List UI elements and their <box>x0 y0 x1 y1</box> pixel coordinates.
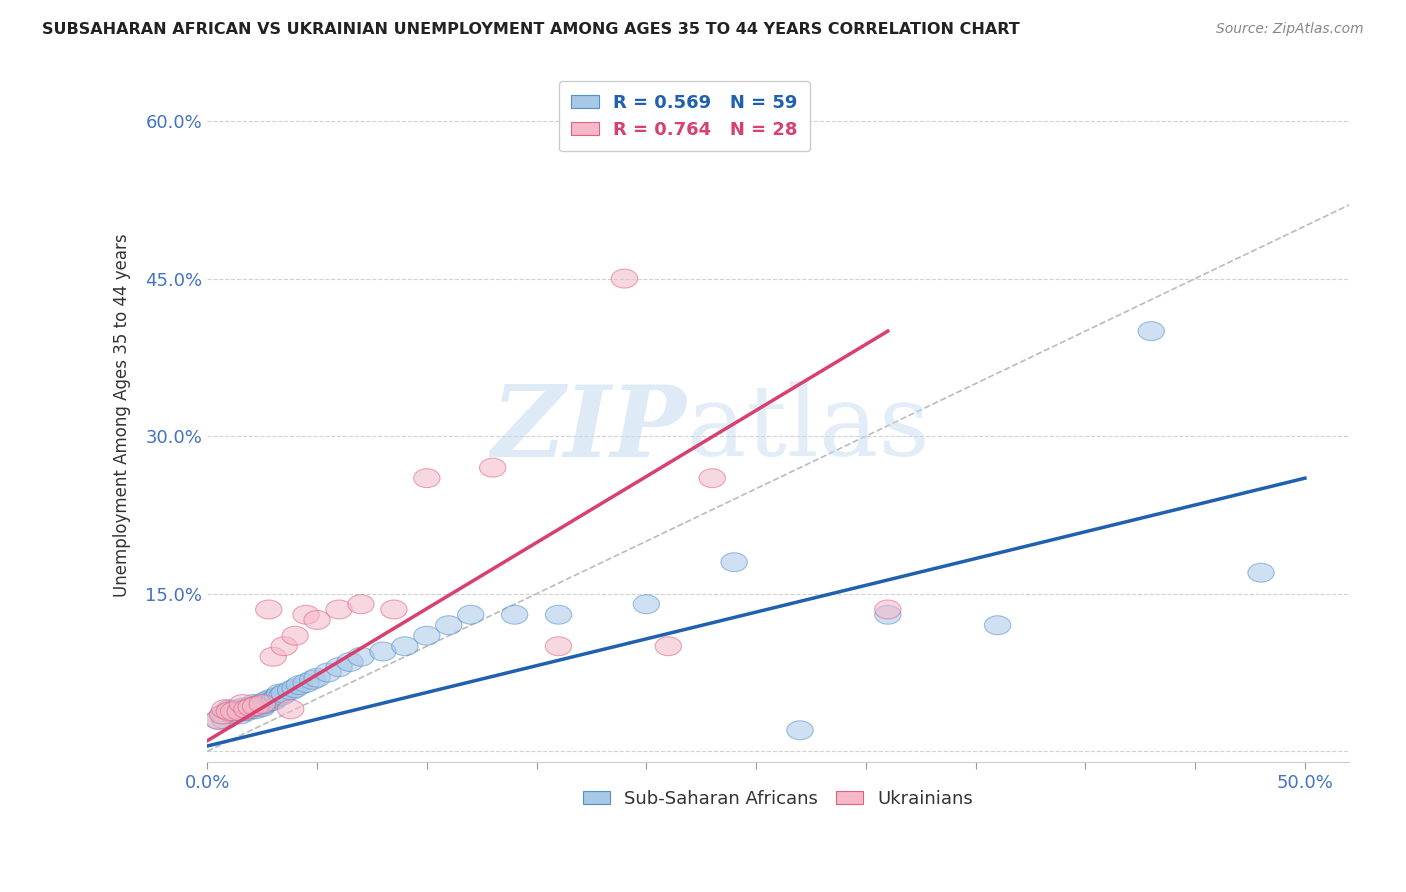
Ellipse shape <box>392 637 418 656</box>
Ellipse shape <box>875 606 901 624</box>
Ellipse shape <box>256 600 283 619</box>
Ellipse shape <box>271 684 297 703</box>
Ellipse shape <box>260 648 287 666</box>
Ellipse shape <box>238 698 264 716</box>
Ellipse shape <box>347 595 374 614</box>
Ellipse shape <box>787 721 813 739</box>
Ellipse shape <box>287 675 312 695</box>
Text: SUBSAHARAN AFRICAN VS UKRAINIAN UNEMPLOYMENT AMONG AGES 35 TO 44 YEARS CORRELATI: SUBSAHARAN AFRICAN VS UKRAINIAN UNEMPLOY… <box>42 22 1019 37</box>
Ellipse shape <box>546 606 572 624</box>
Ellipse shape <box>1137 322 1164 341</box>
Ellipse shape <box>217 702 242 721</box>
Ellipse shape <box>277 700 304 719</box>
Ellipse shape <box>233 700 260 719</box>
Ellipse shape <box>242 698 269 716</box>
Ellipse shape <box>249 695 276 714</box>
Ellipse shape <box>655 637 682 656</box>
Ellipse shape <box>252 695 277 714</box>
Ellipse shape <box>253 691 280 710</box>
Ellipse shape <box>271 637 297 656</box>
Ellipse shape <box>436 615 463 635</box>
Ellipse shape <box>205 710 232 730</box>
Ellipse shape <box>209 705 236 724</box>
Ellipse shape <box>984 615 1011 635</box>
Ellipse shape <box>457 606 484 624</box>
Ellipse shape <box>370 642 396 661</box>
Ellipse shape <box>264 687 291 706</box>
Ellipse shape <box>299 671 326 690</box>
Ellipse shape <box>221 705 247 724</box>
Ellipse shape <box>226 702 253 721</box>
Ellipse shape <box>326 600 352 619</box>
Ellipse shape <box>229 695 256 714</box>
Ellipse shape <box>221 702 247 721</box>
Ellipse shape <box>269 686 295 705</box>
Ellipse shape <box>699 468 725 488</box>
Ellipse shape <box>257 690 284 708</box>
Ellipse shape <box>212 710 238 730</box>
Ellipse shape <box>612 269 637 288</box>
Ellipse shape <box>262 690 288 708</box>
Ellipse shape <box>633 595 659 614</box>
Ellipse shape <box>226 705 253 724</box>
Ellipse shape <box>233 702 260 721</box>
Legend: Sub-Saharan Africans, Ukrainians: Sub-Saharan Africans, Ukrainians <box>575 782 980 815</box>
Ellipse shape <box>267 684 292 703</box>
Ellipse shape <box>232 698 257 716</box>
Ellipse shape <box>209 705 236 724</box>
Ellipse shape <box>292 606 319 624</box>
Text: ZIP: ZIP <box>492 381 686 477</box>
Ellipse shape <box>283 679 308 698</box>
Ellipse shape <box>229 702 256 721</box>
Ellipse shape <box>212 700 238 719</box>
Ellipse shape <box>238 700 264 719</box>
Ellipse shape <box>413 626 440 645</box>
Ellipse shape <box>233 700 260 719</box>
Ellipse shape <box>226 702 253 721</box>
Ellipse shape <box>217 702 242 721</box>
Ellipse shape <box>242 700 269 719</box>
Ellipse shape <box>721 553 748 572</box>
Ellipse shape <box>347 648 374 666</box>
Ellipse shape <box>226 700 253 719</box>
Ellipse shape <box>249 697 276 715</box>
Text: atlas: atlas <box>686 381 929 477</box>
Ellipse shape <box>256 692 283 711</box>
Ellipse shape <box>260 691 287 710</box>
Ellipse shape <box>479 458 506 477</box>
Ellipse shape <box>240 695 267 714</box>
Ellipse shape <box>304 668 330 687</box>
Ellipse shape <box>546 637 572 656</box>
Ellipse shape <box>236 700 262 719</box>
Ellipse shape <box>292 673 319 692</box>
Ellipse shape <box>1249 563 1274 582</box>
Ellipse shape <box>304 610 330 630</box>
Ellipse shape <box>502 606 527 624</box>
Ellipse shape <box>249 698 276 716</box>
Ellipse shape <box>875 600 901 619</box>
Ellipse shape <box>413 468 440 488</box>
Ellipse shape <box>283 626 308 645</box>
Ellipse shape <box>245 697 271 715</box>
Ellipse shape <box>217 700 242 719</box>
Ellipse shape <box>326 657 352 677</box>
Ellipse shape <box>225 700 252 719</box>
Ellipse shape <box>238 698 264 716</box>
Y-axis label: Unemployment Among Ages 35 to 44 years: Unemployment Among Ages 35 to 44 years <box>114 234 131 597</box>
Ellipse shape <box>205 710 232 730</box>
Text: Source: ZipAtlas.com: Source: ZipAtlas.com <box>1216 22 1364 37</box>
Ellipse shape <box>337 653 363 672</box>
Ellipse shape <box>315 663 342 682</box>
Ellipse shape <box>242 697 269 715</box>
Ellipse shape <box>381 600 408 619</box>
Ellipse shape <box>277 681 304 700</box>
Ellipse shape <box>222 702 249 721</box>
Ellipse shape <box>247 695 273 714</box>
